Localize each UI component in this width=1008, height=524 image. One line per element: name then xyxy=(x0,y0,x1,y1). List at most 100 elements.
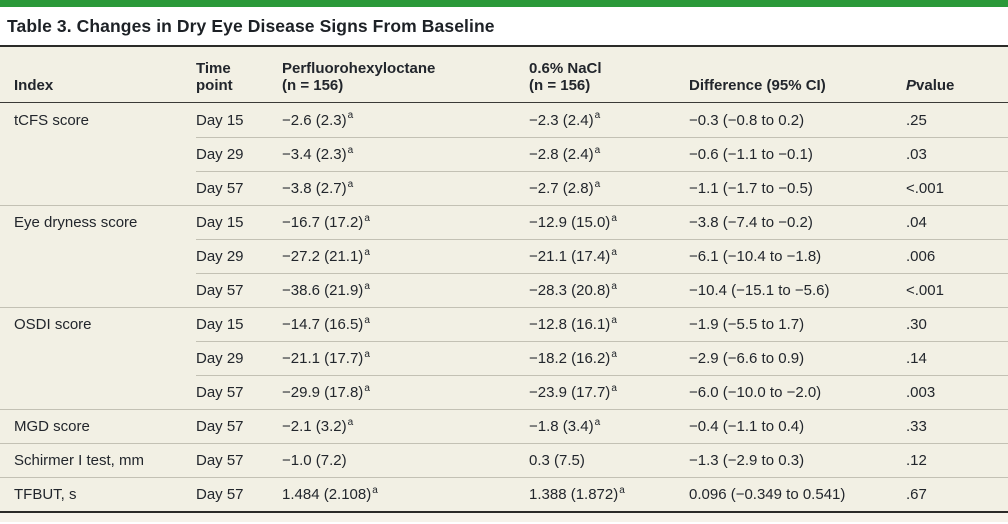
cell-nacl-value: −1.8 (3.4) a xyxy=(529,409,689,443)
cell-time-point: Day 57 xyxy=(196,171,282,205)
cell-time-point: Day 15 xyxy=(196,205,282,239)
table-title-bar: Table 3. Changes in Dry Eye Disease Sign… xyxy=(0,7,1008,45)
cell-perfluorohexyloctane-value: −1.0 (7.2) xyxy=(282,443,529,477)
table-row: Day 57 −38.6 (21.9) a −28.3 (20.8) a −10.4… xyxy=(0,273,1008,307)
cell-perfluorohexyloctane-value: −21.1 (17.7) a xyxy=(282,341,529,375)
cell-p-value: <.001 xyxy=(906,273,1008,307)
cell-index: Schirmer I test, mm xyxy=(0,443,196,477)
cell-nacl-value: −23.9 (17.7) a xyxy=(529,375,689,409)
cell-p-value: .03 xyxy=(906,137,1008,171)
cell-nacl-value: 1.388 (1.872) a xyxy=(529,477,689,511)
cell-index xyxy=(0,137,196,171)
cell-difference-value: −0.6 (−1.1 to −0.1) xyxy=(689,137,906,171)
table-row: Day 29 −3.4 (2.3) a −2.8 (2.4) a −0.6 (−1.… xyxy=(0,137,1008,171)
cell-perfluorohexyloctane-value: −14.7 (16.5) a xyxy=(282,307,529,341)
cell-p-value: .006 xyxy=(906,239,1008,273)
table-row: OSDI score Day 15 −14.7 (16.5) a −12.8 (1… xyxy=(0,307,1008,341)
table-row: Day 29 −21.1 (17.7) a −18.2 (16.2) a −2.9 … xyxy=(0,341,1008,375)
p-value-rest: value xyxy=(916,77,955,95)
table-row: TFBUT, s Day 57 1.484 (2.108) a 1.388 (1.… xyxy=(0,477,1008,511)
cell-nacl-value: −2.7 (2.8) a xyxy=(529,171,689,205)
cell-index: Eye dryness score xyxy=(0,205,196,239)
cell-index: MGD score xyxy=(0,409,196,443)
cell-p-value: .003 xyxy=(906,375,1008,409)
column-header-difference: Difference (95% CI) xyxy=(689,77,826,95)
cell-p-value: .04 xyxy=(906,205,1008,239)
cell-p-value: <.001 xyxy=(906,171,1008,205)
cell-nacl-value: −28.3 (20.8) a xyxy=(529,273,689,307)
cell-time-point: Day 15 xyxy=(196,111,244,129)
table-header-row: Index Time point Perfluorohexyloctane (n… xyxy=(0,47,1008,103)
cell-nacl-value: −18.2 (16.2) a xyxy=(529,341,689,375)
cell-difference-value: −2.9 (−6.6 to 0.9) xyxy=(689,341,906,375)
cell-difference-value: 0.096 (−0.349 to 0.541) xyxy=(689,477,906,511)
cell-nacl-value: −12.9 (15.0) a xyxy=(529,205,689,239)
cell-index xyxy=(0,341,196,375)
column-header-nacl: 0.6% NaCl (n = 156) xyxy=(529,59,602,95)
cell-p-value: .25 xyxy=(906,111,927,129)
cell-time-point: Day 57 xyxy=(196,273,282,307)
column-header-index: Index xyxy=(14,77,54,95)
cell-index: tCFS score xyxy=(14,111,90,129)
table-row: tCFS score Day 15 −2.6 (2.3) a −2.3 (2.4)… xyxy=(0,103,1008,137)
cell-p-value: .12 xyxy=(906,443,1008,477)
column-header-time-point: Time point xyxy=(196,59,233,95)
cell-p-value: .33 xyxy=(906,409,1008,443)
p-value-italic-p: P xyxy=(906,77,917,95)
cell-difference-value: −10.4 (−15.1 to −5.6) xyxy=(689,273,906,307)
cell-time-point: Day 57 xyxy=(196,375,282,409)
cell-time-point: Day 29 xyxy=(196,239,282,273)
cell-index: OSDI score xyxy=(0,307,196,341)
cell-time-point: Day 29 xyxy=(196,341,282,375)
cell-index xyxy=(0,171,196,205)
cell-index xyxy=(0,239,196,273)
cell-p-value: .67 xyxy=(906,477,1008,511)
cell-difference-value: −1.9 (−5.5 to 1.7) xyxy=(689,307,906,341)
cell-nacl-value: −2.8 (2.4) a xyxy=(529,137,689,171)
cell-nacl-value: −12.8 (16.1) a xyxy=(529,307,689,341)
cell-difference-value: −1.3 (−2.9 to 0.3) xyxy=(689,443,906,477)
cell-index xyxy=(0,375,196,409)
table-row: Eye dryness score Day 15 −16.7 (17.2) a −… xyxy=(0,205,1008,239)
table-row: Day 57 −3.8 (2.7) a −2.7 (2.8) a −1.1 (−1.… xyxy=(0,171,1008,205)
cell-perfluorohexyloctane-value: −3.4 (2.3) a xyxy=(282,137,529,171)
page-bottom-strip xyxy=(0,513,1008,522)
table-bottom-rule xyxy=(0,511,1008,513)
cell-perfluorohexyloctane-value: 1.484 (2.108) a xyxy=(282,477,529,511)
cell-difference-value: −3.8 (−7.4 to −0.2) xyxy=(689,205,906,239)
cell-difference-value: −0.3 (−0.8 to 0.2) xyxy=(689,111,805,129)
cell-p-value: .14 xyxy=(906,341,1008,375)
table-row: MGD score Day 57 −2.1 (3.2) a −1.8 (3.4) a… xyxy=(0,409,1008,443)
column-header-p-value: P value xyxy=(906,47,1008,102)
cell-perfluorohexyloctane-value: −38.6 (21.9) a xyxy=(282,273,529,307)
table-row: Day 57 −29.9 (17.8) a −23.9 (17.7) a −6.0 … xyxy=(0,375,1008,409)
table-body: tCFS score Day 15 −2.6 (2.3) a −2.3 (2.4)… xyxy=(0,103,1008,511)
cell-perfluorohexyloctane-value: −2.6 (2.3) a xyxy=(282,110,354,129)
cell-perfluorohexyloctane-value: −3.8 (2.7) a xyxy=(282,171,529,205)
data-table: Index Time point Perfluorohexyloctane (n… xyxy=(0,47,1008,511)
cell-perfluorohexyloctane-value: −27.2 (21.1) a xyxy=(282,239,529,273)
table-row: Schirmer I test, mm Day 57 −1.0 (7.2) 0.… xyxy=(0,443,1008,477)
cell-nacl-value: 0.3 (7.5) xyxy=(529,443,689,477)
column-header-perfluorohexyloctane: Perfluorohexyloctane (n = 156) xyxy=(282,59,436,95)
table-row: Day 29 −27.2 (21.1) a −21.1 (17.4) a −6.1 … xyxy=(0,239,1008,273)
cell-time-point: Day 57 xyxy=(196,443,282,477)
cell-time-point: Day 57 xyxy=(196,409,282,443)
cell-time-point: Day 29 xyxy=(196,137,282,171)
cell-p-value: .30 xyxy=(906,307,1008,341)
cell-time-point: Day 57 xyxy=(196,477,282,511)
cell-nacl-value: −2.3 (2.4) a xyxy=(529,110,601,129)
cell-perfluorohexyloctane-value: −16.7 (17.2) a xyxy=(282,205,529,239)
table-top-rule xyxy=(0,45,1008,47)
cell-difference-value: −6.1 (−10.4 to −1.8) xyxy=(689,239,906,273)
cell-index xyxy=(0,273,196,307)
cell-difference-value: −1.1 (−1.7 to −0.5) xyxy=(689,171,906,205)
cell-perfluorohexyloctane-value: −29.9 (17.8) a xyxy=(282,375,529,409)
top-accent-bar xyxy=(0,0,1008,7)
cell-time-point: Day 15 xyxy=(196,307,282,341)
cell-perfluorohexyloctane-value: −2.1 (3.2) a xyxy=(282,409,529,443)
table-title: Table 3. Changes in Dry Eye Disease Sign… xyxy=(7,15,495,36)
cell-index: TFBUT, s xyxy=(0,477,196,511)
cell-difference-value: −6.0 (−10.0 to −2.0) xyxy=(689,375,906,409)
cell-difference-value: −0.4 (−1.1 to 0.4) xyxy=(689,409,906,443)
